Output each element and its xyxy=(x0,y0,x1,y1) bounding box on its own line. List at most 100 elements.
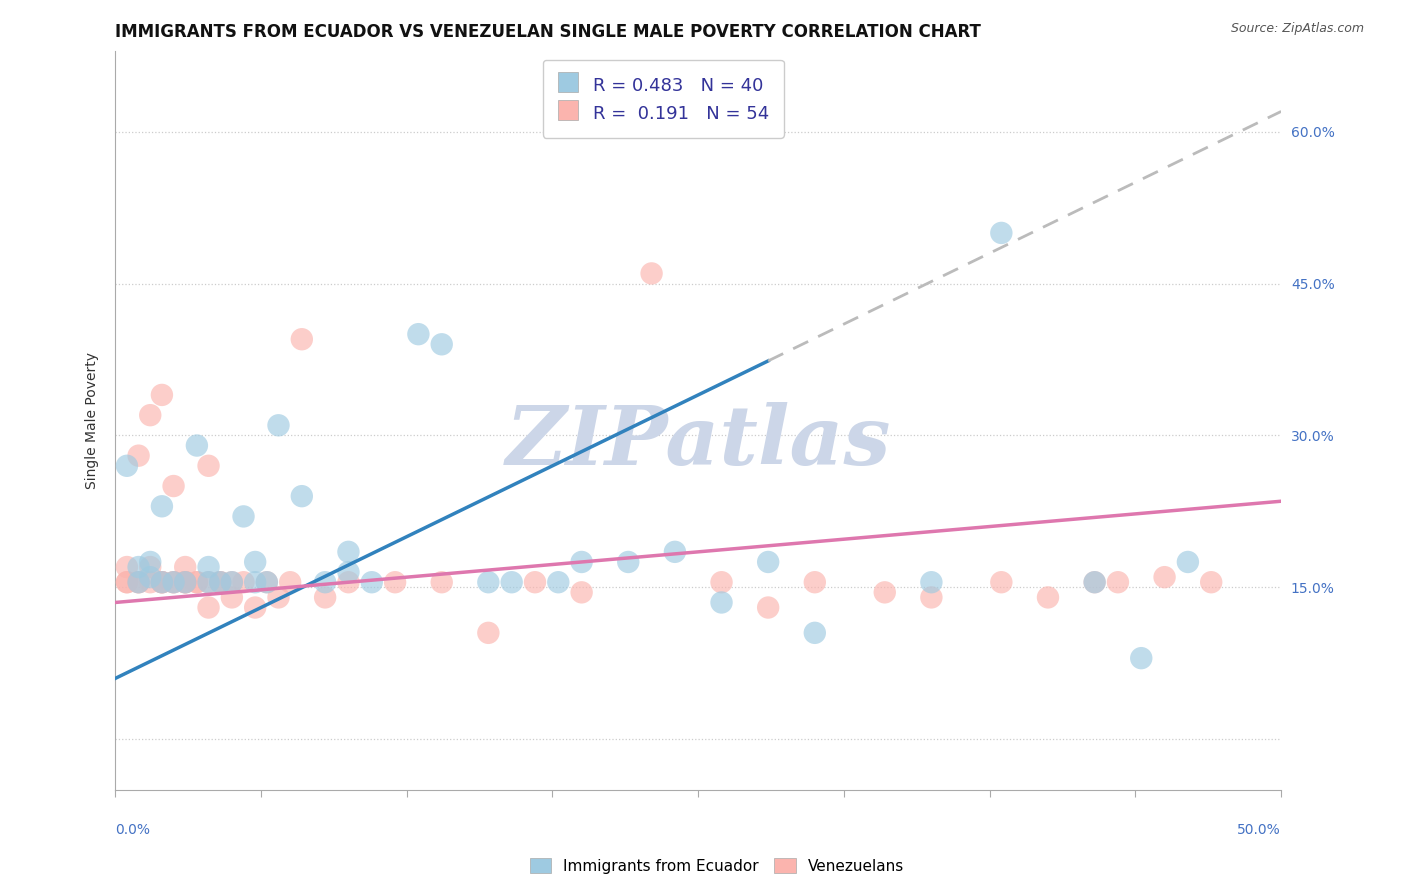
Text: 50.0%: 50.0% xyxy=(1237,823,1281,837)
Point xyxy=(209,575,232,590)
Point xyxy=(1084,575,1107,590)
Point xyxy=(501,575,523,590)
Point xyxy=(150,575,173,590)
Point xyxy=(221,591,243,605)
Point xyxy=(710,595,733,609)
Point xyxy=(710,575,733,590)
Point xyxy=(267,418,290,433)
Point xyxy=(232,575,254,590)
Point xyxy=(804,575,827,590)
Point xyxy=(221,575,243,590)
Legend: R = 0.483   N = 40, R =  0.191   N = 54: R = 0.483 N = 40, R = 0.191 N = 54 xyxy=(543,60,785,137)
Point xyxy=(291,489,314,503)
Point xyxy=(547,575,569,590)
Point xyxy=(243,555,266,569)
Point xyxy=(756,600,779,615)
Point xyxy=(314,591,336,605)
Y-axis label: Single Male Poverty: Single Male Poverty xyxy=(86,351,100,489)
Point xyxy=(139,555,162,569)
Point xyxy=(139,408,162,422)
Point xyxy=(162,479,184,493)
Point xyxy=(150,575,173,590)
Point xyxy=(873,585,896,599)
Text: IMMIGRANTS FROM ECUADOR VS VENEZUELAN SINGLE MALE POVERTY CORRELATION CHART: IMMIGRANTS FROM ECUADOR VS VENEZUELAN SI… xyxy=(115,23,981,41)
Point xyxy=(990,575,1012,590)
Point xyxy=(360,575,382,590)
Point xyxy=(477,625,499,640)
Point xyxy=(1153,570,1175,584)
Point xyxy=(804,625,827,640)
Point xyxy=(430,337,453,351)
Point xyxy=(337,575,360,590)
Point xyxy=(128,575,150,590)
Point xyxy=(150,575,173,590)
Text: ZIPatlas: ZIPatlas xyxy=(506,402,891,483)
Point xyxy=(162,575,184,590)
Point xyxy=(174,575,197,590)
Point xyxy=(186,575,208,590)
Point xyxy=(197,560,219,574)
Point xyxy=(128,575,150,590)
Point xyxy=(197,458,219,473)
Point xyxy=(1177,555,1199,569)
Point xyxy=(617,555,640,569)
Point xyxy=(150,388,173,402)
Point xyxy=(197,575,219,590)
Point xyxy=(186,575,208,590)
Point xyxy=(664,545,686,559)
Point xyxy=(920,575,942,590)
Point xyxy=(256,575,278,590)
Point xyxy=(139,560,162,574)
Point xyxy=(174,560,197,574)
Point xyxy=(139,575,162,590)
Point xyxy=(197,575,219,590)
Point xyxy=(756,555,779,569)
Point xyxy=(232,509,254,524)
Point xyxy=(337,545,360,559)
Text: 0.0%: 0.0% xyxy=(115,823,150,837)
Point xyxy=(571,585,593,599)
Point xyxy=(115,458,138,473)
Point xyxy=(1199,575,1222,590)
Point xyxy=(115,560,138,574)
Point xyxy=(139,570,162,584)
Point xyxy=(314,575,336,590)
Point xyxy=(384,575,406,590)
Point xyxy=(430,575,453,590)
Point xyxy=(337,565,360,579)
Point xyxy=(571,555,593,569)
Point xyxy=(115,575,138,590)
Point xyxy=(408,327,430,342)
Point xyxy=(243,575,266,590)
Point xyxy=(174,575,197,590)
Point xyxy=(186,438,208,452)
Point xyxy=(162,575,184,590)
Point xyxy=(524,575,547,590)
Point xyxy=(128,575,150,590)
Point xyxy=(1084,575,1107,590)
Point xyxy=(174,575,197,590)
Point xyxy=(1036,591,1059,605)
Point xyxy=(291,332,314,346)
Point xyxy=(278,575,301,590)
Point xyxy=(174,575,197,590)
Point xyxy=(477,575,499,590)
Text: Source: ZipAtlas.com: Source: ZipAtlas.com xyxy=(1230,22,1364,36)
Point xyxy=(115,575,138,590)
Legend: Immigrants from Ecuador, Venezuelans: Immigrants from Ecuador, Venezuelans xyxy=(524,852,910,880)
Point xyxy=(150,500,173,514)
Point xyxy=(990,226,1012,240)
Point xyxy=(209,575,232,590)
Point xyxy=(128,449,150,463)
Point xyxy=(221,575,243,590)
Point xyxy=(209,575,232,590)
Point xyxy=(150,575,173,590)
Point xyxy=(1130,651,1153,665)
Point xyxy=(128,560,150,574)
Point xyxy=(162,575,184,590)
Point xyxy=(197,600,219,615)
Point xyxy=(267,591,290,605)
Point xyxy=(920,591,942,605)
Point xyxy=(243,600,266,615)
Point xyxy=(256,575,278,590)
